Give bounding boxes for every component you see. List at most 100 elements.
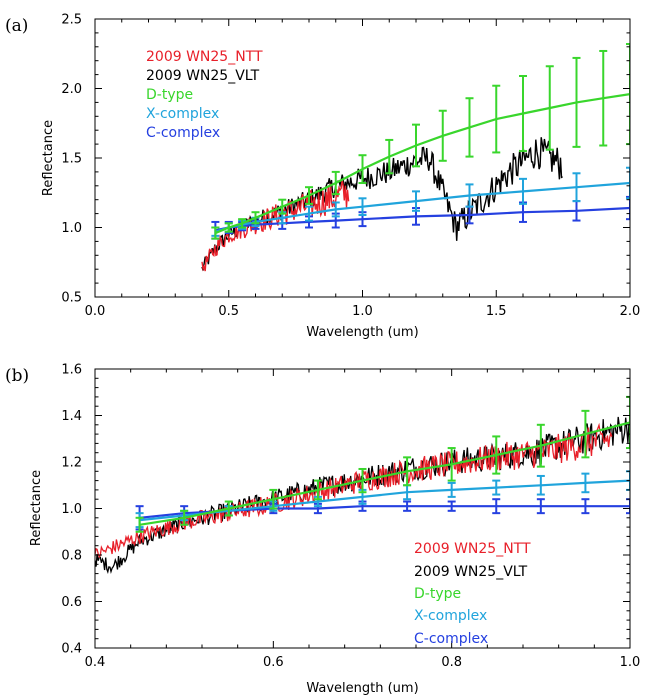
error-bar <box>447 481 456 498</box>
y-tick-label: 0.4 <box>61 642 82 657</box>
series-d-type-line <box>214 93 630 235</box>
error-bar <box>403 500 412 512</box>
series-d-type-line <box>139 421 630 526</box>
panel-b-legend-ntt: 2009 WN25_NTT <box>414 541 531 557</box>
panel-b-ticks: 0.4 0.6 0.8 1.0 0.4 0.6 0.8 1.0 1.2 1.4 1.6 <box>61 363 640 671</box>
error-bar <box>135 516 144 533</box>
y-tick-label: 1.2 <box>61 456 82 471</box>
panel-b-plot-area <box>95 395 630 575</box>
error-bar <box>545 65 554 151</box>
error-bar <box>492 498 501 515</box>
error-bar <box>599 49 608 147</box>
y-tick-label: 0.6 <box>61 595 82 610</box>
y-tick-label: 1.0 <box>61 502 82 517</box>
y-tick-label: 2.5 <box>61 13 82 28</box>
error-bar <box>403 456 412 487</box>
error-bar <box>519 177 527 205</box>
error-bar <box>238 218 247 229</box>
error-bar <box>536 423 545 468</box>
error-bar <box>492 435 501 475</box>
error-bar <box>536 474 545 496</box>
panel-a-label: (a) <box>5 16 28 36</box>
panel-b-label: (b) <box>5 366 29 386</box>
error-bar <box>572 56 581 148</box>
panel-b-x-axis-title: Wavelength (um) <box>306 681 418 696</box>
x-tick-label: 0.5 <box>218 304 239 319</box>
y-tick-label: 2.0 <box>61 82 82 97</box>
error-bar <box>447 447 456 482</box>
error-bar <box>581 409 590 459</box>
panel-a-legend-x-complex: X-complex <box>146 106 219 122</box>
panel-a-ticks: 0.0 0.5 1.0 1.5 2.00.51.01.52.02.5 <box>61 13 640 320</box>
error-bar <box>224 500 233 517</box>
series-layer <box>95 395 630 575</box>
error-bar <box>358 154 367 185</box>
y-tick-label: 1.5 <box>61 152 82 167</box>
error-bar <box>269 488 278 510</box>
panel-a-legend: 2009 WN25_NTT 2009 WN25_VLT D-type X-com… <box>146 49 263 141</box>
error-bar <box>536 498 545 515</box>
error-bar <box>251 211 260 225</box>
error-bar <box>412 123 420 168</box>
y-tick-label: 1.4 <box>61 409 82 424</box>
x-tick-label: 1.5 <box>486 304 507 319</box>
panel-b-legend-c-complex: C-complex <box>414 631 488 647</box>
error-bar <box>581 498 590 515</box>
x-tick-label: 0.6 <box>263 655 284 670</box>
series-x-complex-line <box>139 479 630 522</box>
error-bar <box>224 222 233 233</box>
x-tick-label: 0.4 <box>85 655 106 670</box>
x-tick-label: 1.0 <box>352 304 373 319</box>
panel-b-legend-x-complex: X-complex <box>414 608 487 624</box>
error-bar <box>626 166 630 200</box>
panel-a-legend-vlt: 2009 WN25_VLT <box>146 68 260 84</box>
error-bar <box>358 197 367 216</box>
panel-a-legend-c-complex: C-complex <box>146 125 220 141</box>
y-tick-label: 0.8 <box>61 549 82 564</box>
panel-a-legend-ntt: 2009 WN25_NTT <box>146 49 263 65</box>
error-bar <box>180 509 189 526</box>
x-tick-label: 0.8 <box>441 655 462 670</box>
panel-b-legend: 2009 WN25_NTT 2009 WN25_VLT D-type X-com… <box>414 541 531 647</box>
error-bar <box>492 479 501 496</box>
error-bar <box>519 74 527 153</box>
panel-b-y-axis-title: Reflectance <box>29 470 44 546</box>
panel-a: (a) 0.0 0.5 1.0 1.5 2.00.51.01.52.02.5 Wavel… <box>5 13 640 341</box>
error-bar <box>313 479 322 501</box>
panel-a-legend-d-type: D-type <box>146 87 193 103</box>
error-bar <box>278 198 287 215</box>
panel-a-plot-area <box>201 43 630 272</box>
series-layer <box>201 43 630 272</box>
panel-b: (b) 0.4 0.6 0.8 1.0 0.4 0.6 0.8 1.0 1.2 1.4 1.6 Wa… <box>5 363 640 697</box>
series-2009-wn25-ntt-line <box>95 422 613 559</box>
y-tick-label: 0.5 <box>61 291 82 306</box>
error-bar <box>305 205 313 222</box>
panel-a-x-axis-title: Wavelength (um) <box>306 325 418 340</box>
error-bar <box>412 190 420 212</box>
error-bar <box>572 172 581 203</box>
error-bar <box>581 472 590 494</box>
y-tick-label: 1.6 <box>61 363 82 378</box>
error-bar <box>626 195 630 221</box>
error-bar <box>465 97 474 158</box>
error-bar <box>211 226 220 240</box>
series-2009-wn25-vlt-line <box>201 137 563 271</box>
y-tick-label: 1.0 <box>61 221 82 236</box>
panel-b-legend-d-type: D-type <box>414 586 461 602</box>
x-tick-label: 1.0 <box>620 655 641 670</box>
x-tick-label: 0.0 <box>85 304 106 319</box>
x-tick-label: 2.0 <box>620 304 641 319</box>
error-bar <box>305 186 313 205</box>
error-bar <box>385 138 394 175</box>
error-bar <box>331 201 340 218</box>
error-bar <box>447 500 456 512</box>
error-bar <box>438 109 447 162</box>
panel-b-legend-vlt: 2009 WN25_VLT <box>414 564 528 580</box>
error-bar <box>465 183 474 208</box>
panel-a-y-axis-title: Reflectance <box>41 120 56 196</box>
error-bar <box>331 170 340 196</box>
error-bar <box>358 467 367 494</box>
error-bar <box>492 84 501 154</box>
series-2009-wn25-ntt-line <box>201 180 350 272</box>
